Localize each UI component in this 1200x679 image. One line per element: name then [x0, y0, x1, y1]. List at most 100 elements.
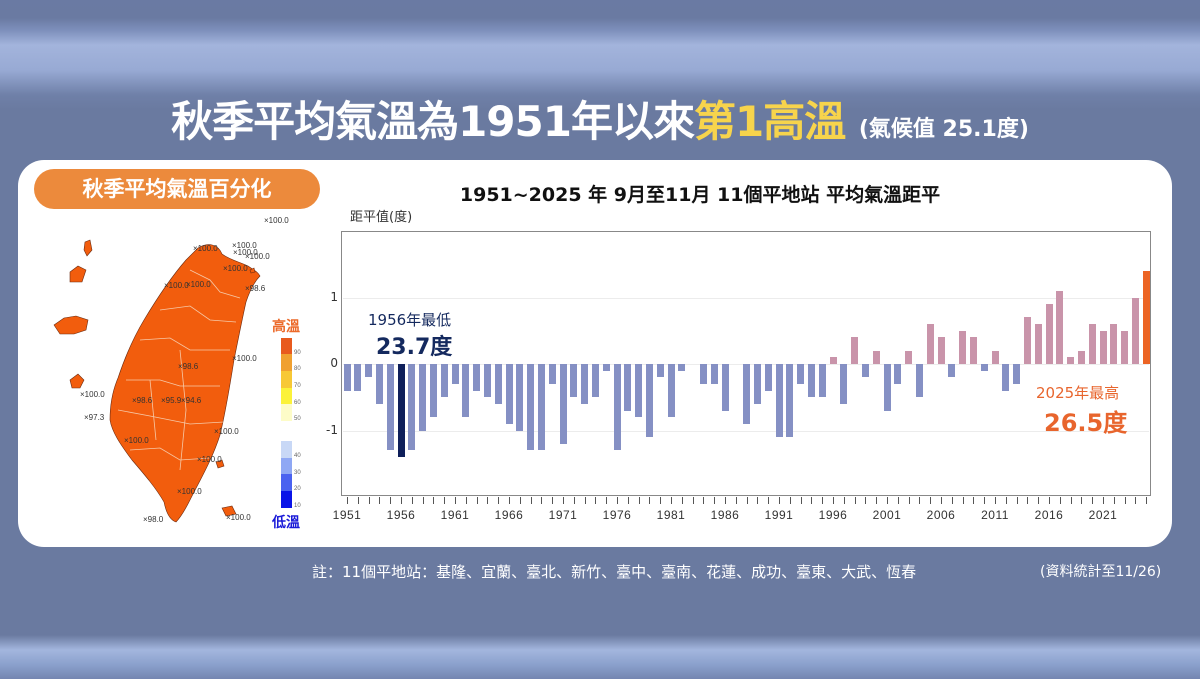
scale-swatch: [281, 474, 292, 491]
bar-1951: [343, 364, 351, 391]
chart-title: 1951~2025 年 9月至11月 11個平地站 平均氣溫距平: [459, 184, 941, 206]
bar-1967: [516, 364, 524, 431]
bar-2001: [883, 364, 891, 411]
scale-swatch: [281, 441, 292, 458]
station-value: ×100.0: [80, 390, 105, 399]
scale-label: 20: [294, 486, 301, 492]
x-tick: [476, 497, 478, 504]
x-tick: [671, 497, 672, 504]
bar-1972: [570, 364, 578, 398]
station-value: ×100.0: [164, 281, 189, 290]
bar-2002: [894, 364, 902, 384]
bar-1954: [375, 364, 383, 404]
bar-1981: [667, 364, 675, 418]
station-value: ×100.0: [264, 216, 289, 225]
x-tick: [854, 497, 856, 504]
bar-1979: [645, 364, 653, 438]
bar-1984: [699, 364, 707, 384]
annotation-highest-value: 26.5度: [1044, 409, 1128, 437]
x-tick: [941, 497, 942, 504]
bar-2005: [926, 324, 934, 364]
bar-2025: [1142, 270, 1150, 364]
x-tick: [595, 497, 597, 504]
x-tick: [487, 497, 489, 504]
station-value: ×100.0: [226, 513, 251, 522]
x-tick: [843, 497, 845, 504]
x-tick-label: 1991: [764, 508, 794, 522]
bar-2021: [1099, 330, 1107, 364]
x-tick: [401, 497, 402, 504]
x-tick: [973, 497, 975, 504]
bar-1994: [807, 364, 815, 398]
x-tick: [563, 497, 564, 504]
station-value: ×100.0: [232, 241, 257, 250]
x-tick: [422, 497, 424, 504]
x-tick: [757, 497, 759, 504]
x-tick: [822, 497, 824, 504]
x-tick-label: 1996: [818, 508, 848, 522]
bar-2019: [1077, 350, 1085, 364]
bar-1978: [635, 364, 643, 418]
x-tick: [681, 497, 683, 504]
x-tick-label: 1971: [548, 508, 578, 522]
scale-swatch: [281, 388, 292, 405]
bar-1976: [613, 364, 621, 451]
bar-2014: [1023, 317, 1031, 364]
annotation-highest-year: 2025年最高: [1036, 384, 1120, 402]
station-value: ×95.9: [161, 396, 182, 405]
x-tick: [465, 497, 467, 504]
bar-2020: [1088, 324, 1096, 364]
x-tick: [552, 497, 554, 504]
x-tick: [865, 497, 867, 504]
y-tick-label: 0: [330, 356, 338, 370]
bar-1966: [505, 364, 513, 424]
x-tick: [714, 497, 716, 504]
x-tick: [919, 497, 921, 504]
station-value: ×98.6: [245, 284, 266, 293]
station-value: ×98.6: [178, 362, 199, 371]
map-panel-title: 秋季平均氣溫百分化: [34, 169, 320, 209]
x-tick: [725, 497, 726, 504]
x-tick: [1124, 497, 1126, 504]
legend-low-label: 低溫: [272, 515, 300, 531]
bar-1975: [602, 364, 610, 371]
bar-1970: [548, 364, 556, 384]
x-tick: [617, 497, 618, 504]
x-tick: [1146, 497, 1148, 504]
bar-1964: [483, 364, 491, 398]
title-note: (氣候值 25.1度): [858, 117, 1029, 142]
x-tick: [411, 497, 413, 504]
bar-1977: [624, 364, 632, 411]
bar-1955: [386, 364, 394, 451]
bar-2024: [1131, 297, 1139, 364]
bar-1957: [408, 364, 416, 451]
bar-1985: [710, 364, 718, 384]
x-tick: [897, 497, 899, 504]
bar-1965: [494, 364, 502, 404]
y-axis-title: 距平值(度): [350, 210, 413, 225]
scale-swatch: [281, 491, 292, 508]
x-tick: [692, 497, 694, 504]
x-tick: [811, 497, 813, 504]
footnote-stations: 註：11個平地站：基隆、宜蘭、臺北、新竹、臺中、臺南、花蓮、成功、臺東、大武、恆…: [312, 563, 917, 581]
x-tick-label: 2006: [926, 508, 956, 522]
x-tick: [627, 497, 629, 504]
x-tick: [1005, 497, 1007, 504]
bar-1998: [851, 337, 859, 364]
bar-1952: [354, 364, 362, 391]
x-tick-label: 1966: [494, 508, 524, 522]
scale-swatch: [281, 338, 292, 355]
x-tick: [746, 497, 748, 504]
bar-1989: [753, 364, 761, 404]
annotation-lowest-value: 23.7度: [376, 335, 453, 360]
station-value: ×100.0: [186, 280, 211, 289]
x-tick-label: 2001: [872, 508, 902, 522]
bar-1993: [797, 364, 805, 384]
x-tick-label: 1976: [602, 508, 632, 522]
bar-2023: [1121, 330, 1129, 364]
scale-label: 50: [294, 416, 301, 422]
x-tick: [584, 497, 586, 504]
x-tick: [347, 497, 348, 504]
x-tick: [1135, 497, 1137, 504]
bar-2008: [959, 330, 967, 364]
